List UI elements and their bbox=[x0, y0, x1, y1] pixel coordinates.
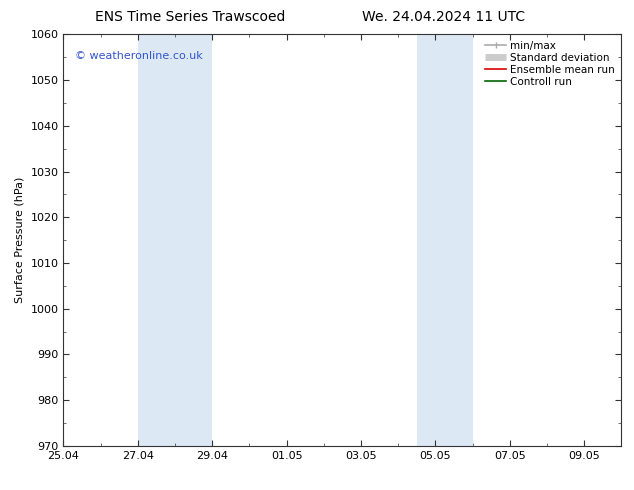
Bar bbox=[417, 34, 472, 446]
Text: ENS Time Series Trawscoed: ENS Time Series Trawscoed bbox=[95, 10, 285, 24]
Y-axis label: Surface Pressure (hPa): Surface Pressure (hPa) bbox=[15, 177, 25, 303]
Legend: min/max, Standard deviation, Ensemble mean run, Controll run: min/max, Standard deviation, Ensemble me… bbox=[482, 37, 618, 90]
Bar bbox=[138, 34, 212, 446]
Text: We. 24.04.2024 11 UTC: We. 24.04.2024 11 UTC bbox=[362, 10, 526, 24]
Text: © weatheronline.co.uk: © weatheronline.co.uk bbox=[75, 51, 202, 61]
